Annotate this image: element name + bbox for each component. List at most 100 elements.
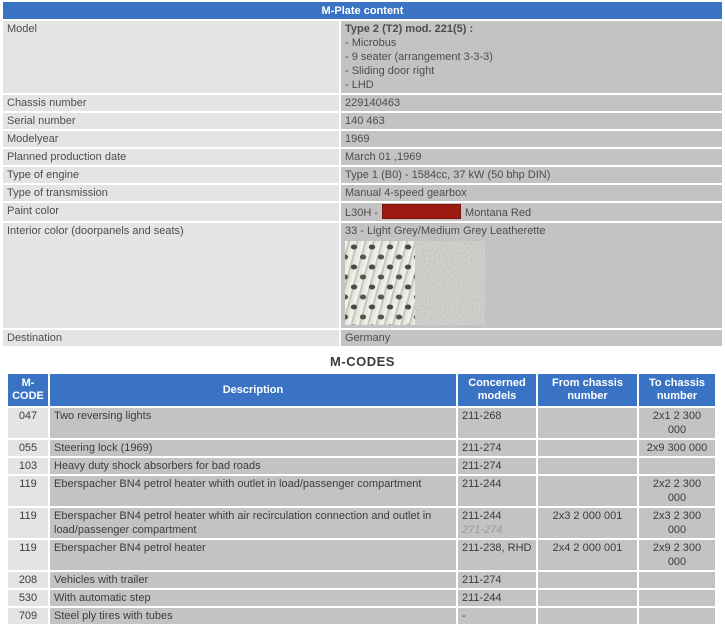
mcodes-header-models: Concerned models (458, 374, 536, 406)
mcode-cell-code: 119 (8, 540, 48, 570)
row-value: March 01 ,1969 (341, 149, 722, 165)
mcode-row: 103 Heavy duty shock absorbers for bad ro… (8, 458, 715, 474)
mplate-row-serial: Serial number 140 463 (3, 113, 722, 129)
models-primary: 211-244 (462, 478, 502, 490)
mcode-row: 055 Steering lock (1969) 211-274 2x9 300 00… (8, 440, 715, 456)
models-primary: 211-274 (462, 574, 502, 586)
mplate-row-destination: Destination Germany (3, 330, 722, 346)
mcode-cell-to: 2x3 2 300 000 (639, 508, 715, 538)
paint-code: L30H - (345, 207, 379, 219)
mcode-cell-models: 211-274 (458, 458, 536, 474)
row-label: Model (3, 21, 339, 93)
mcode-cell-code: 047 (8, 408, 48, 438)
mcode-cell-to (639, 458, 715, 474)
interior-texture-speckle (415, 241, 485, 325)
row-label: Destination (3, 330, 339, 346)
model-detail: - Microbus (345, 37, 397, 49)
models-primary: 211-274 (462, 442, 502, 454)
mcode-cell-models: 211-268 (458, 408, 536, 438)
row-label: Type of engine (3, 167, 339, 183)
row-label: Serial number (3, 113, 339, 129)
mcode-cell-description: Eberspacher BN4 petrol heater (50, 540, 456, 570)
model-detail: - 9 seater (arrangement 3-3-3) (345, 51, 493, 63)
row-value: Manual 4-speed gearbox (341, 185, 722, 201)
mcode-cell-description: Steering lock (1969) (50, 440, 456, 456)
row-value: 33 - Light Grey/Medium Grey Leatherette (341, 223, 722, 328)
mcodes-header-description: Description (50, 374, 456, 406)
row-value: 140 463 (341, 113, 722, 129)
mcode-cell-description: Eberspacher BN4 petrol heater whith outl… (50, 476, 456, 506)
mcode-cell-description: Vehicles with trailer (50, 572, 456, 588)
mplate-title: M-Plate content (3, 2, 722, 19)
mcode-cell-code: 119 (8, 508, 48, 538)
row-label: Modelyear (3, 131, 339, 147)
mcode-cell-models: 211-238, RHD (458, 540, 536, 570)
mcodes-tbody: 047 Two reversing lights 211-268 2x1 2 300 … (8, 408, 715, 624)
mcode-cell-to: 2x2 2 300 000 (639, 476, 715, 506)
models-primary: 211-268 (462, 410, 502, 422)
row-label: Chassis number (3, 95, 339, 111)
mcode-row: 119 Eberspacher BN4 petrol heater whith o… (8, 476, 715, 506)
mcode-cell-from (538, 590, 637, 606)
mcode-cell-from (538, 458, 637, 474)
mplate-row-engine: Type of engine Type 1 (B0) - 1584cc, 37 … (3, 167, 722, 183)
mcodes-table: M-CODE Description Concerned models From ch… (6, 372, 717, 626)
mplate-row-production-date: Planned production date March 01 ,1969 (3, 149, 722, 165)
mcode-cell-code: 709 (8, 608, 48, 624)
mcodes-header-from: From chassis number (538, 374, 637, 406)
mplate-row-interior: Interior color (doorpanels and seats) 33… (3, 223, 722, 328)
mcodes-header-code: M-CODE (8, 374, 48, 406)
mplate-row-model: Model Type 2 (T2) mod. 221(5) : - Microb… (3, 21, 722, 93)
interior-color-text: 33 - Light Grey/Medium Grey Leatherette (345, 225, 546, 237)
mcode-cell-models: - (458, 608, 536, 624)
mcode-cell-description: Two reversing lights (50, 408, 456, 438)
mcode-row: 047 Two reversing lights 211-268 2x1 2 300 … (8, 408, 715, 438)
mcode-cell-description: Eberspacher BN4 petrol heater whith air … (50, 508, 456, 538)
mplate-header-row: M-Plate content (3, 2, 722, 19)
row-label: Interior color (doorpanels and seats) (3, 223, 339, 328)
mcode-cell-from (538, 608, 637, 624)
mcode-cell-description: Steel ply tires with tubes (50, 608, 456, 624)
mcode-cell-code: 530 (8, 590, 48, 606)
row-label: Planned production date (3, 149, 339, 165)
mcode-cell-from: 2x3 2 000 001 (538, 508, 637, 538)
mcode-cell-code: 119 (8, 476, 48, 506)
mcode-cell-to: 2x1 2 300 000 (639, 408, 715, 438)
row-value: 229140463 (341, 95, 722, 111)
row-label: Type of transmission (3, 185, 339, 201)
mcode-cell-to: 2x9 300 000 (639, 440, 715, 456)
mcode-cell-to (639, 590, 715, 606)
interior-texture-image (345, 241, 485, 325)
models-secondary: 271-274 (462, 524, 503, 536)
model-name: Type 2 (T2) mod. 221(5) : (345, 23, 474, 35)
row-label: Paint color (3, 203, 339, 221)
paint-color-swatch (382, 204, 462, 219)
mcode-row: 530 With automatic step 211-244 (8, 590, 715, 606)
row-value: L30H - Montana Red (341, 203, 722, 221)
mcode-row: 208 Vehicles with trailer 211-274 (8, 572, 715, 588)
mcode-cell-code: 103 (8, 458, 48, 474)
models-primary: 211-238, RHD (462, 542, 532, 554)
row-value: Type 2 (T2) mod. 221(5) : - Microbus - 9… (341, 21, 722, 93)
mplate-row-chassis: Chassis number 229140463 (3, 95, 722, 111)
mcode-cell-to (639, 608, 715, 624)
mcodes-section-title: M-CODES (330, 354, 395, 369)
mcode-cell-code: 055 (8, 440, 48, 456)
models-primary: 211-244 (462, 592, 502, 604)
speckle-noise-graphic (415, 241, 485, 325)
mcode-row: 119 Eberspacher BN4 petrol heater 211-238,… (8, 540, 715, 570)
mcode-cell-code: 208 (8, 572, 48, 588)
mplate-row-modelyear: Modelyear 1969 (3, 131, 722, 147)
model-detail: - Sliding door right (345, 65, 435, 77)
mcode-cell-to (639, 572, 715, 588)
mplate-table: M-Plate content Model Type 2 (T2) mod. 2… (1, 0, 724, 348)
paint-name: Montana Red (465, 207, 532, 219)
mcodes-header-row: M-CODE Description Concerned models From ch… (8, 374, 715, 406)
mcode-cell-description: Heavy duty shock absorbers for bad roads (50, 458, 456, 474)
mcodes-header-to: To chassis number (639, 374, 715, 406)
mplate-row-paint: Paint color L30H - Montana Red (3, 203, 722, 221)
interior-texture-weave (345, 241, 415, 325)
mcode-cell-models: 211-244 (458, 476, 536, 506)
row-value: Germany (341, 330, 722, 346)
mcode-cell-models: 211-274 (458, 440, 536, 456)
